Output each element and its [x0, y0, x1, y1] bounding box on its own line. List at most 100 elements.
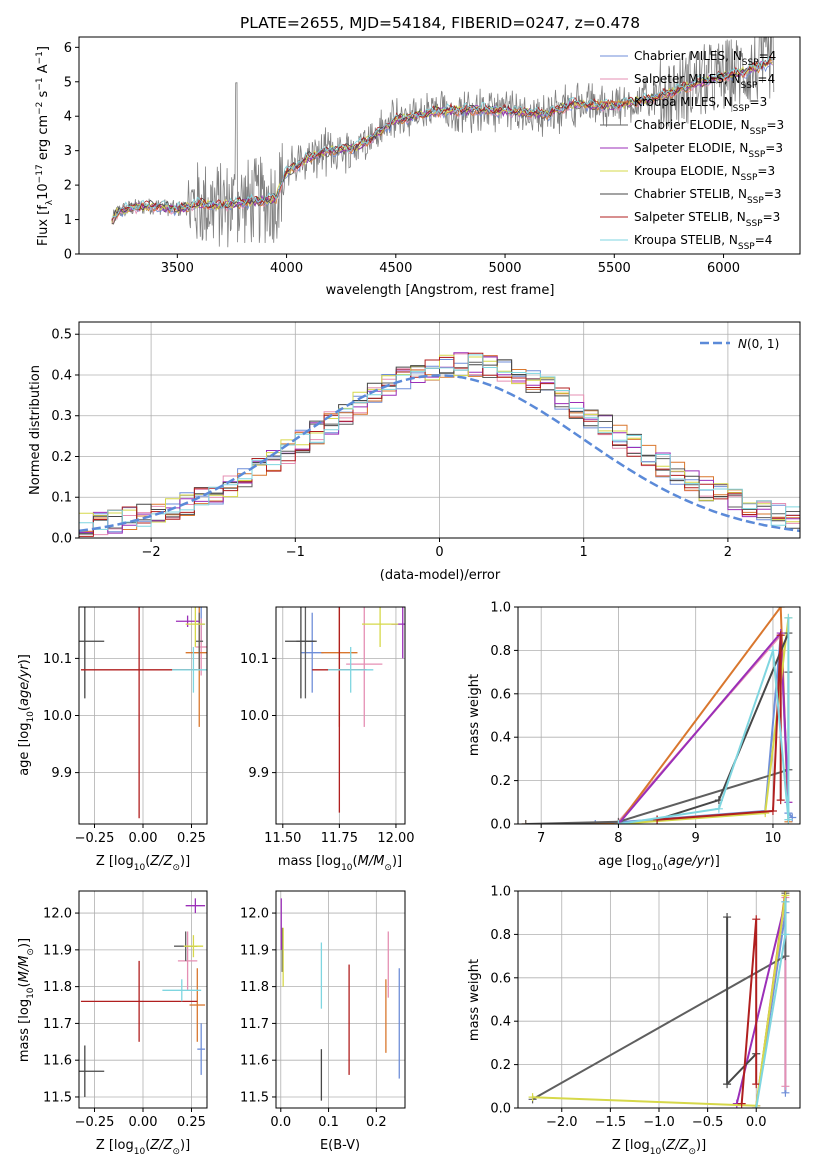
- x-tick-label: 5500: [598, 261, 631, 276]
- residual-histogram: [79, 352, 800, 537]
- mass_vs_ebv-plot-area: [280, 898, 400, 1101]
- x-tick-label: 7: [537, 831, 545, 846]
- y-tick-label: 0.5: [51, 328, 72, 343]
- legend-entry: Kroupa MILES, NSSP=3: [634, 95, 767, 114]
- y-tick-label: 12.0: [43, 907, 72, 922]
- x-axis-label: mass [log10(M/M⊙)]: [278, 854, 402, 873]
- weight-marker: [752, 915, 761, 924]
- x-tick-label: 1: [580, 545, 588, 560]
- x-tick-label: 0.25: [177, 831, 206, 846]
- x-tick-label: 0.00: [129, 831, 158, 846]
- x-tick-label: 3500: [161, 261, 194, 276]
- x-axis-label: age [log10(age/yr)]: [598, 854, 720, 873]
- y-tick-label: 0.1: [51, 491, 72, 506]
- y-tick-label: 0.8: [490, 644, 511, 659]
- x-tick-label: −2.0: [546, 1115, 578, 1130]
- y-tick-label: 11.8: [240, 980, 269, 995]
- weight-marker: [723, 1080, 732, 1089]
- y-axis-label: mass [log10(M/M⊙)]: [17, 938, 36, 1062]
- y-tick-label: 11.5: [240, 1090, 269, 1105]
- x-tick-label: −1.0: [643, 1115, 675, 1130]
- x-tick-label: 0.0: [746, 1115, 767, 1130]
- weight-marker: [768, 806, 777, 815]
- x-axis-label: (data-model)/error: [380, 568, 501, 583]
- spectrum-plot-area: [111, 37, 775, 248]
- x-tick-label: 4500: [379, 261, 412, 276]
- weight-marker: [752, 1080, 761, 1089]
- model-spectrum-line: [111, 61, 773, 223]
- y-tick-label: 11.7: [240, 1017, 269, 1032]
- age_vs_mass-axes: [272, 607, 405, 828]
- weight_vs_Z-axes: [514, 890, 800, 1112]
- x-tick-label: 4000: [270, 261, 303, 276]
- y-tick-label: 0.4: [490, 1015, 511, 1030]
- x-axis-label: Z [log10(Z/Z⊙)]: [612, 1138, 706, 1157]
- weight-marker: [776, 607, 785, 611]
- weight-marker: [776, 796, 785, 805]
- legend-entry: Chabrier STELIB, NSSP=3: [634, 187, 782, 206]
- weight-marker: [528, 1093, 537, 1102]
- mass_vs_ebv-axes: [272, 891, 405, 1112]
- weight_vs_age-axes: [514, 606, 800, 828]
- y-tick-label: 0.2: [490, 774, 511, 789]
- age_vs_Z-axes: [75, 607, 207, 828]
- y-tick-label: 0.0: [490, 818, 511, 833]
- x-tick-label: −0.25: [75, 1115, 115, 1130]
- weight_vs_age-frame: [517, 606, 801, 825]
- y-tick-label: 0.0: [490, 1102, 511, 1117]
- y-tick-label: 3: [64, 144, 72, 159]
- y-tick-label: 0.2: [51, 450, 72, 465]
- legend-entry: Chabrier MILES, NSSP=4: [634, 49, 776, 68]
- weight-line: [657, 634, 782, 821]
- spectrum-frame: [78, 36, 801, 255]
- age_vs_mass-plot-area: [285, 607, 405, 813]
- y-tick-label: 0.2: [490, 1058, 511, 1073]
- legend-entry: Kroupa ELODIE, NSSP=3: [634, 164, 775, 183]
- age_vs_Z-frame: [78, 606, 208, 825]
- weight-line: [726, 917, 757, 1086]
- weight-marker: [768, 646, 777, 655]
- x-tick-label: 0.1: [318, 1115, 339, 1130]
- weight-marker: [614, 820, 623, 824]
- spectrum-axes: [75, 37, 775, 258]
- y-axis-label: Flux [fλ10−17 erg cm−2 s−1 A−1]: [35, 46, 55, 246]
- weight-marker: [761, 809, 770, 818]
- weight-marker: [521, 820, 530, 824]
- y-tick-label: 10.0: [43, 709, 72, 724]
- weight-marker: [781, 930, 790, 939]
- legend-entry: Chabrier ELODIE, NSSP=3: [634, 118, 784, 137]
- y-tick-label: 11.6: [240, 1054, 269, 1069]
- y-tick-label: 10.0: [240, 709, 269, 724]
- weight-marker: [653, 815, 662, 824]
- x-tick-label: 8: [614, 831, 622, 846]
- y-tick-label: 2: [64, 179, 72, 194]
- y-tick-label: 0.3: [51, 409, 72, 424]
- y-tick-label: 11.5: [43, 1090, 72, 1105]
- y-tick-label: 5: [64, 75, 72, 90]
- x-tick-label: 6000: [707, 261, 740, 276]
- x-tick-label: 0.00: [129, 1115, 158, 1130]
- weight-line: [525, 672, 790, 824]
- y-tick-label: 9.9: [51, 766, 72, 781]
- y-tick-label: 1.0: [490, 601, 511, 616]
- y-axis-label: Normed distribution: [28, 365, 43, 495]
- weight-marker: [714, 804, 723, 813]
- mass_vs_Z-frame: [78, 890, 208, 1109]
- y-tick-label: 10.1: [43, 652, 72, 667]
- weight-marker: [737, 1099, 746, 1108]
- weight-line: [740, 918, 758, 1104]
- legend-entry: Kroupa STELIB, NSSP=4: [634, 233, 772, 252]
- y-axis-label: mass weight: [467, 959, 482, 1041]
- x-axis-label: wavelength [Angstrom, rest frame]: [326, 283, 555, 298]
- x-axis-label: Z [log10(Z/Z⊙)]: [96, 1138, 190, 1157]
- weight-marker: [591, 820, 600, 824]
- x-tick-label: 11.75: [321, 831, 358, 846]
- legend-entry: Salpeter ELODIE, NSSP=3: [634, 141, 783, 160]
- y-tick-label: 0.0: [51, 532, 72, 547]
- chart-title: PLATE=2655, MJD=54184, FIBERID=0247, z=0…: [240, 14, 640, 32]
- x-tick-label: 0.0: [270, 1115, 291, 1130]
- mass_vs_Z-plot-area: [79, 898, 206, 1097]
- y-tick-label: 6: [64, 41, 72, 56]
- legend-entry: N(0, 1): [738, 337, 779, 351]
